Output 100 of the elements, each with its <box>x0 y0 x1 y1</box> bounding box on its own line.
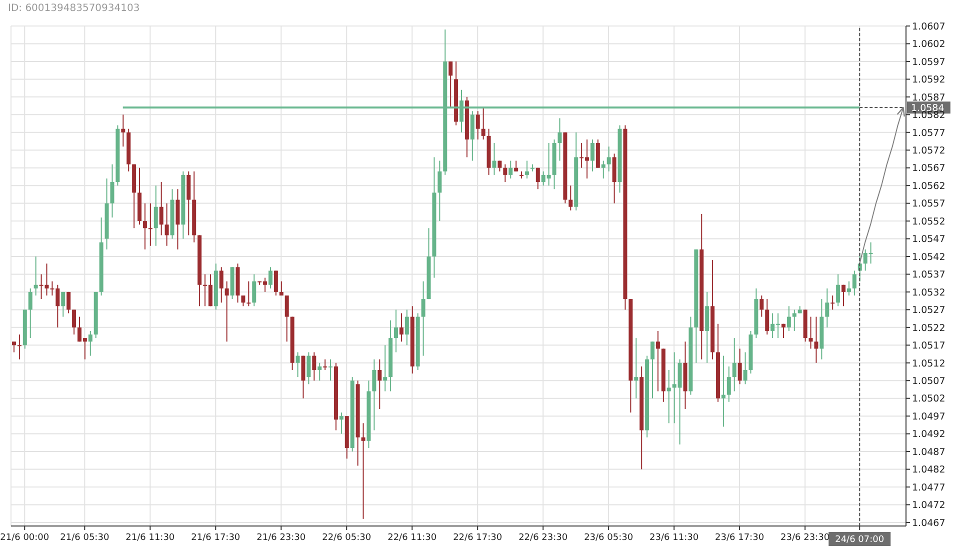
candlestick <box>296 352 300 378</box>
candlestick <box>252 274 256 307</box>
candlestick <box>492 142 496 176</box>
candlestick <box>738 348 742 385</box>
y-tick-label: 1.0547 <box>912 234 946 246</box>
y-tick-label: 1.0597 <box>912 56 946 68</box>
candlestick <box>536 167 540 190</box>
x-tick-label: 21/6 00:00 <box>0 533 50 544</box>
candlestick <box>66 291 71 314</box>
x-tick-label: 22/6 17:30 <box>453 533 502 544</box>
y-tick-label: 1.0497 <box>912 411 946 422</box>
y-tick-label: 1.0487 <box>912 446 946 458</box>
y-tick-label: 1.0482 <box>912 464 946 476</box>
candlestick <box>666 369 671 424</box>
candlestick <box>590 138 594 172</box>
candlestick <box>72 309 76 336</box>
candlestick <box>634 338 638 399</box>
candlestick <box>154 185 158 246</box>
candlestick <box>361 422 366 520</box>
candlestick <box>601 160 606 179</box>
candlestick <box>219 266 224 304</box>
chart-title: ID: 600139483570934103 <box>8 3 140 14</box>
x-tick-label: 21/6 23:30 <box>256 533 306 544</box>
candlestick <box>852 270 856 296</box>
candlestick <box>268 266 272 289</box>
candlestick <box>383 344 388 392</box>
candlestick <box>404 309 409 346</box>
candlestick <box>786 306 791 332</box>
y-tick-label: 1.0607 <box>912 21 946 32</box>
candlestick <box>339 412 344 434</box>
candlestick <box>503 164 508 183</box>
y-tick-label: 1.0512 <box>912 358 946 370</box>
y-tick-label: 1.0592 <box>912 74 946 86</box>
candlestick <box>148 202 152 246</box>
candlestick <box>726 366 731 402</box>
y-tick-label: 1.0507 <box>912 376 946 387</box>
y-tick-label: 1.0537 <box>912 270 946 281</box>
candlestick <box>61 291 66 318</box>
y-tick-label: 1.0532 <box>912 287 946 298</box>
y-tick-label: 1.0517 <box>912 340 946 352</box>
y-tick-label: 1.0467 <box>912 518 946 529</box>
candlestick <box>328 358 333 382</box>
candlestick <box>792 309 796 332</box>
candlestick <box>279 280 284 296</box>
candlestick <box>421 280 426 356</box>
x-tick-label: 23/6 17:30 <box>715 533 764 544</box>
x-tick-label: 21/6 17:30 <box>191 533 240 544</box>
candlestick <box>508 160 513 179</box>
candlestick <box>34 256 38 296</box>
candlestick <box>159 182 164 236</box>
candlestick <box>164 202 169 246</box>
candlestick <box>399 312 404 342</box>
candlestick <box>836 274 840 307</box>
candlestick <box>312 352 316 382</box>
y-tick-label: 1.0472 <box>912 500 946 512</box>
candlestick <box>378 358 382 410</box>
candlestick <box>224 280 229 342</box>
y-tick-label: 1.0542 <box>912 252 946 263</box>
candlestick <box>448 60 453 108</box>
candlestick <box>88 330 92 356</box>
candlestick <box>12 341 16 353</box>
candlestick <box>306 352 311 385</box>
candlestick <box>765 298 770 336</box>
x-tick-label: 23/6 23:30 <box>780 533 830 544</box>
y-tick-label: 1.0587 <box>912 92 946 104</box>
x-tick-label: 24/6 07:00 <box>835 535 884 546</box>
y-tick-label: 1.0602 <box>912 39 946 50</box>
candlestick <box>732 338 736 392</box>
candlestick <box>110 164 114 218</box>
candlestick <box>650 341 655 399</box>
candlestick <box>28 288 32 339</box>
y-tick-label: 1.0562 <box>912 180 946 192</box>
candlestick <box>656 330 660 392</box>
candlestick <box>476 110 480 140</box>
candlestick <box>394 309 398 353</box>
y-tick-label: 1.0502 <box>912 394 946 405</box>
candlestick <box>558 118 562 162</box>
y-tick-label: 1.0522 <box>912 322 946 334</box>
x-tick-label: 22/6 11:30 <box>388 533 437 544</box>
candlestick <box>743 352 748 385</box>
x-tick-label: 22/6 05:30 <box>322 533 372 544</box>
x-tick-label: 23/6 11:30 <box>650 533 699 544</box>
y-tick-label: 1.0552 <box>912 216 946 228</box>
candlestick <box>284 295 289 342</box>
candlestick <box>830 295 835 310</box>
y-tick-label: 1.0477 <box>912 482 946 494</box>
candlestick <box>481 107 486 140</box>
candlestick <box>760 295 764 318</box>
candlestick <box>274 270 278 296</box>
candlestick <box>808 316 813 350</box>
candlestick <box>814 316 818 364</box>
candlestick <box>846 280 851 296</box>
candlestick <box>568 185 573 211</box>
x-tick-label: 21/6 11:30 <box>126 533 175 544</box>
candlestick <box>438 160 442 222</box>
candlestick <box>825 288 830 328</box>
y-tick-label: 1.0527 <box>912 305 946 316</box>
y-tick-label: 1.0492 <box>912 429 946 440</box>
y-tick-label: 1.0582 <box>912 110 946 122</box>
candlestick <box>17 334 22 360</box>
